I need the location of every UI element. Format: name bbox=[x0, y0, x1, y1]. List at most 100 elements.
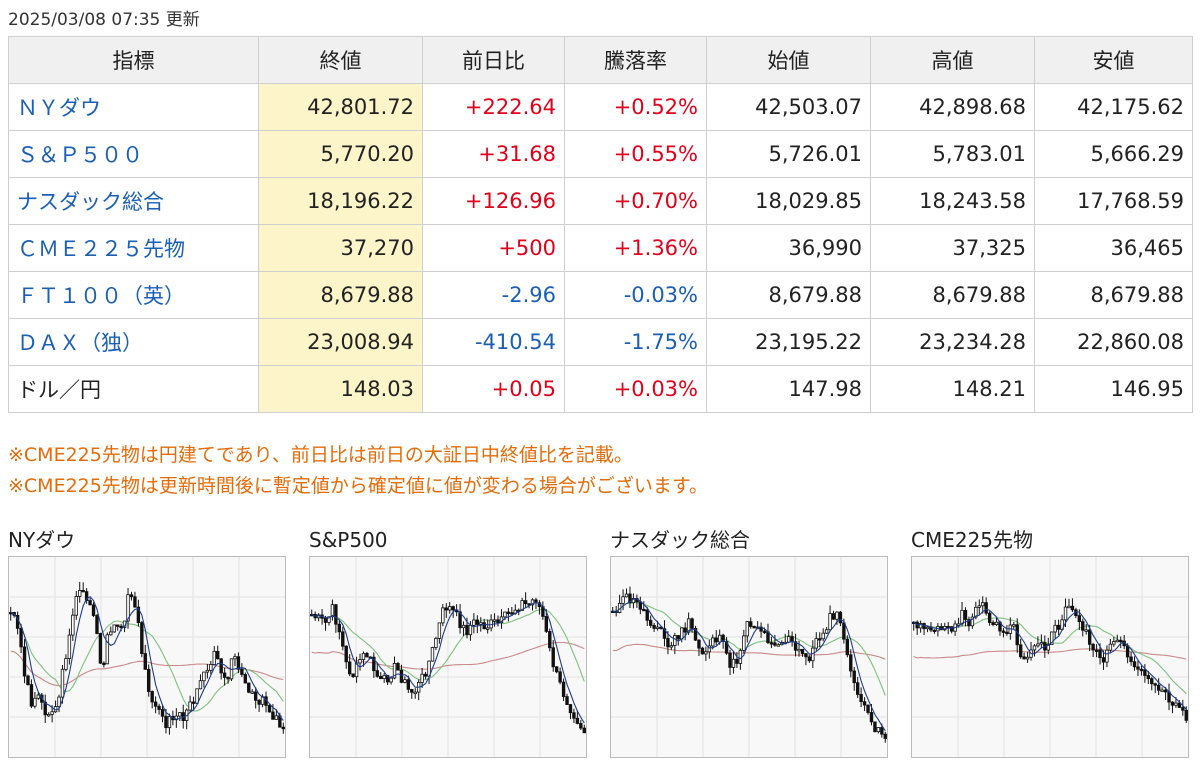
chart-frame[interactable] bbox=[610, 556, 888, 758]
chart-panel-nydow[interactable]: NYダウ bbox=[8, 528, 286, 758]
candle-body bbox=[330, 604, 335, 618]
cell-change: +126.96 bbox=[422, 177, 565, 225]
note-line: ※CME225先物は更新時間後に暫定値から確定値に値が変わる場合がございます。 bbox=[8, 475, 708, 497]
candle-body bbox=[527, 603, 531, 606]
candle-body bbox=[714, 637, 718, 643]
table-row: ＮＹダウ 42,801.72 +222.64 +0.52% 42,503.07 42,89… bbox=[8, 83, 1193, 131]
row-name[interactable]: ナスダック総合 bbox=[8, 177, 259, 225]
moving-average-mid bbox=[612, 602, 886, 696]
candle-body bbox=[883, 733, 887, 739]
row-name[interactable]: ＦＴ１００（英） bbox=[8, 271, 259, 319]
candle-body bbox=[178, 712, 182, 717]
chart-panel-sp500[interactable]: S&P500 bbox=[309, 528, 587, 758]
candle-body bbox=[337, 623, 342, 633]
moving-average-long bbox=[913, 648, 1187, 660]
table-row: ＣＭＥ２２５先物 37,270 +500 +1.36% 36,990 37,325 36,4… bbox=[8, 224, 1193, 272]
chart-panel-cme225[interactable]: CME225先物 bbox=[911, 528, 1189, 758]
candle-body bbox=[88, 600, 92, 606]
cell-rate: +0.55% bbox=[564, 130, 707, 178]
candle-body bbox=[987, 612, 992, 623]
candle-body bbox=[444, 607, 448, 611]
candle-body bbox=[776, 644, 781, 647]
chart-frame[interactable] bbox=[309, 556, 587, 758]
candle-body bbox=[191, 701, 196, 704]
candle-body bbox=[1084, 629, 1088, 632]
candle-body bbox=[1143, 669, 1147, 676]
candle-body bbox=[700, 647, 705, 655]
row-name[interactable]: ＮＹダウ bbox=[8, 83, 259, 131]
candle-body bbox=[91, 604, 96, 616]
candle-body bbox=[1053, 624, 1057, 633]
cell-rate: +0.03% bbox=[564, 365, 707, 413]
candle-body bbox=[1001, 630, 1006, 633]
candle-body bbox=[790, 636, 794, 643]
moving-average-long bbox=[311, 641, 585, 670]
candle-body bbox=[33, 697, 37, 707]
moving-average-long bbox=[612, 643, 886, 660]
candle-body bbox=[458, 611, 462, 629]
candle-body bbox=[19, 627, 23, 648]
candle-body bbox=[818, 638, 822, 641]
candle-body bbox=[551, 647, 555, 668]
candle-body bbox=[544, 616, 549, 632]
chart-frame[interactable] bbox=[8, 556, 286, 758]
chart-title: ナスダック総合 bbox=[610, 528, 750, 552]
candle-body bbox=[1063, 606, 1068, 621]
candle-body bbox=[385, 675, 390, 683]
chart-title: CME225先物 bbox=[911, 528, 1034, 552]
candle-body bbox=[835, 611, 839, 620]
candle-body bbox=[143, 653, 147, 670]
candle-body bbox=[140, 622, 144, 654]
candle-body bbox=[434, 638, 438, 648]
cell-low: 22,860.08 bbox=[1034, 318, 1193, 366]
candle-body bbox=[1098, 649, 1102, 659]
candle-body bbox=[361, 652, 366, 660]
candle-body bbox=[1005, 631, 1009, 635]
candle-body bbox=[793, 641, 798, 651]
candle-body bbox=[271, 711, 275, 720]
candle-body bbox=[358, 659, 362, 664]
candle-body bbox=[29, 684, 34, 707]
candle-body bbox=[157, 705, 161, 710]
candle-body bbox=[575, 717, 580, 724]
chart-title: S&P500 bbox=[309, 528, 388, 552]
candle-body bbox=[22, 646, 27, 677]
candle-body bbox=[372, 656, 376, 672]
candle-body bbox=[413, 691, 417, 694]
candle-body bbox=[1119, 639, 1123, 643]
candle-body bbox=[680, 627, 684, 640]
row-name[interactable]: ＣＭＥ２２５先物 bbox=[8, 224, 259, 272]
chart-panel-nasdaq[interactable]: ナスダック総合 bbox=[610, 528, 888, 758]
chart-frame[interactable] bbox=[911, 556, 1189, 758]
cell-close: 148.03 bbox=[258, 365, 423, 413]
candle-body bbox=[561, 681, 566, 697]
candle-body bbox=[78, 590, 82, 597]
row-name[interactable]: Ｓ＆Ｐ５００ bbox=[8, 130, 259, 178]
candle-body bbox=[797, 648, 801, 652]
candle-body bbox=[1170, 701, 1175, 706]
header-close: 終値 bbox=[258, 36, 423, 84]
table-header-row: 指標 終値 前日比 騰落率 始値 高値 安値 bbox=[8, 36, 1193, 84]
cell-close: 42,801.72 bbox=[258, 83, 423, 131]
header-indicator: 指標 bbox=[8, 36, 259, 84]
cell-high: 42,898.68 bbox=[870, 83, 1035, 131]
candle-body bbox=[102, 662, 106, 666]
moving-average-mid bbox=[10, 611, 284, 712]
moving-average-short bbox=[10, 595, 284, 721]
candlestick-chart bbox=[310, 557, 586, 757]
candle-body bbox=[565, 696, 569, 705]
candlestick-chart bbox=[611, 557, 887, 757]
candle-body bbox=[465, 624, 469, 636]
candle-body bbox=[849, 654, 853, 672]
candle-body bbox=[81, 590, 85, 593]
candle-body bbox=[334, 604, 338, 625]
candle-body bbox=[109, 631, 113, 636]
candle-body bbox=[669, 645, 674, 648]
candle-body bbox=[859, 694, 863, 703]
row-name[interactable]: ＤＡＸ（独） bbox=[8, 318, 259, 366]
table-row: Ｓ＆Ｐ５００ 5,770.20 +31.68 +0.55% 5,726.01 5,783.… bbox=[8, 130, 1193, 178]
candle-body bbox=[1177, 702, 1182, 708]
header-high: 高値 bbox=[870, 36, 1035, 84]
moving-average-short bbox=[311, 601, 585, 724]
candle-body bbox=[762, 630, 767, 634]
